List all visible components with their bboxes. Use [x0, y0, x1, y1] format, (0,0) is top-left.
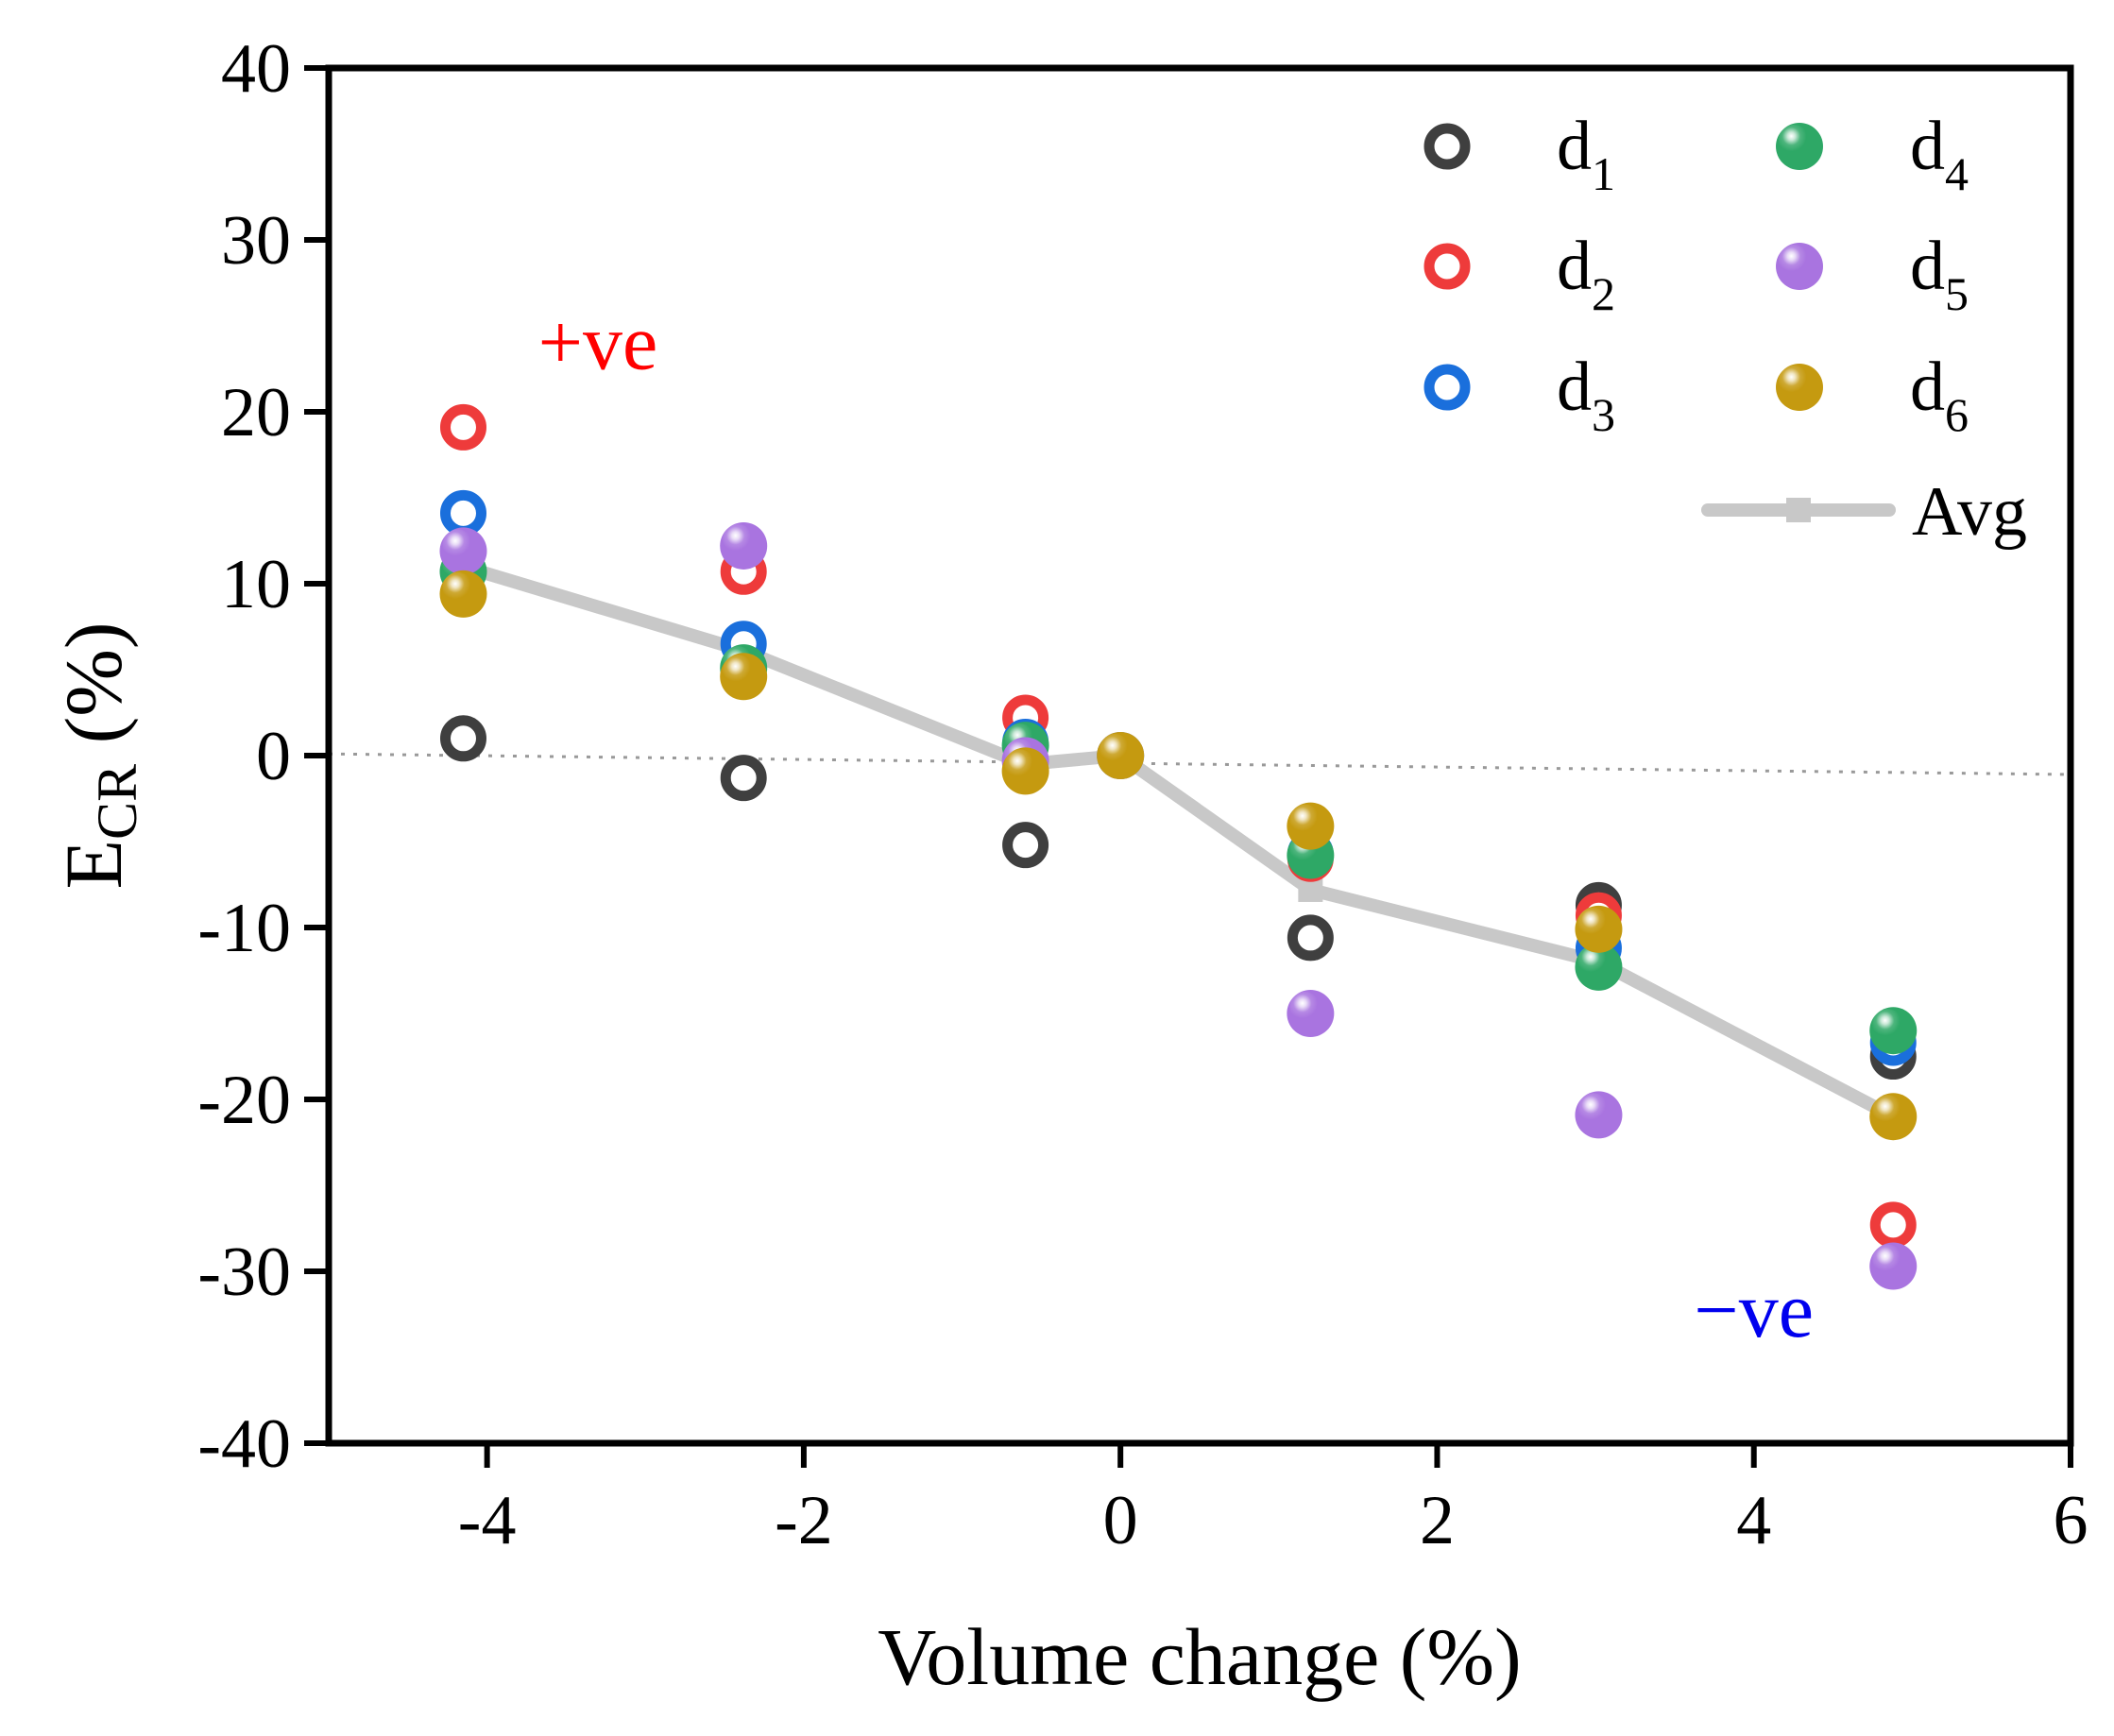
- annotation-positive: +ve: [538, 299, 658, 387]
- point-d6-sheen: [1100, 734, 1131, 764]
- y-axis-title-sub: CR: [86, 764, 148, 840]
- y-tick-label: 20: [221, 374, 291, 451]
- point-d1: [1287, 914, 1334, 962]
- y-axis-title-main: E: [48, 840, 139, 890]
- point-d5-sheen: [442, 529, 473, 560]
- x-tick-label: 6: [2054, 1482, 2088, 1559]
- y-tick-label: 0: [256, 718, 291, 795]
- point-d5: [439, 527, 487, 575]
- point-d4: [1869, 1007, 1918, 1055]
- point-d2-ring: [439, 403, 486, 451]
- legend-marker-d3: [1424, 364, 1471, 411]
- point-d6-sheen: [1289, 804, 1321, 835]
- point-d2: [439, 403, 486, 451]
- point-d2-ring: [1869, 1201, 1917, 1249]
- point-d5: [1869, 1242, 1918, 1290]
- y-axis-title-unit: (%): [48, 621, 139, 763]
- point-d2: [1869, 1201, 1917, 1249]
- point-d5: [1575, 1091, 1623, 1139]
- point-d4: [1575, 943, 1623, 991]
- y-tick-label: 40: [221, 30, 291, 108]
- legend-label-d6: d6: [1910, 349, 1969, 441]
- reference-line: [329, 752, 2071, 776]
- y-tick-label: -40: [197, 1405, 291, 1483]
- point-d6-sheen: [1872, 1095, 1903, 1126]
- point-d6-sheen: [1577, 907, 1609, 938]
- y-tick-label: 30: [221, 202, 291, 280]
- x-tick-label: -4: [458, 1482, 517, 1559]
- point-d6-sheen: [723, 655, 754, 686]
- point-d6-sheen: [442, 571, 473, 603]
- legend-marker-d4-sheen: [1779, 125, 1809, 155]
- point-d1-ring: [720, 755, 767, 802]
- y-tick-label: 10: [221, 546, 291, 623]
- point-d5-sheen: [1577, 1093, 1609, 1124]
- point-d6-sheen: [1004, 749, 1035, 780]
- avg-series-layer: [451, 553, 1906, 1130]
- point-d6: [1869, 1093, 1918, 1141]
- x-tick-label: 4: [1736, 1482, 1771, 1559]
- point-d6: [1287, 802, 1335, 850]
- legend-label-d3: d3: [1557, 349, 1615, 441]
- legend-marker-d6: [1776, 364, 1823, 411]
- legend-marker-d2-ring: [1424, 243, 1471, 290]
- legend-marker-d5-sheen: [1779, 245, 1809, 275]
- y-tick-label: -20: [197, 1062, 291, 1139]
- point-d3: [439, 489, 486, 536]
- legend-marker-d3-ring: [1424, 364, 1471, 411]
- x-axis: -4 -2 0 2 4 6: [458, 1443, 2088, 1559]
- y-tick-label: -10: [197, 890, 291, 967]
- y-axis: 40 30 20 10 0 -10 -20 -30 -40: [197, 30, 329, 1483]
- point-d5-sheen: [723, 523, 754, 554]
- legend-marker-d6-sheen: [1779, 366, 1809, 396]
- point-d1-ring: [1287, 914, 1334, 962]
- point-d5-sheen: [1289, 992, 1321, 1022]
- x-tick-label: 0: [1103, 1482, 1138, 1559]
- point-d6: [1575, 905, 1623, 953]
- point-d5: [1287, 990, 1335, 1037]
- point-d3-ring: [439, 489, 486, 536]
- point-d5-sheen: [1872, 1244, 1903, 1275]
- point-d1-ring: [1002, 822, 1049, 869]
- point-d4-sheen: [1872, 1009, 1903, 1040]
- legend-avg-marker: [1786, 498, 1811, 522]
- point-d4-sheen: [1577, 945, 1609, 976]
- point-d6: [720, 653, 768, 701]
- legend-marker-d4: [1776, 123, 1823, 170]
- avg-line: [456, 559, 1901, 1124]
- annotations: +ve −ve: [538, 299, 1814, 1355]
- x-tick-label: -2: [775, 1482, 833, 1559]
- legend-marker-d1: [1424, 123, 1471, 170]
- legend-label-avg: Avg: [1912, 473, 2027, 551]
- y-axis-title: ECR (%): [48, 621, 148, 889]
- point-d1-ring: [439, 715, 486, 762]
- points-layer: [439, 403, 1918, 1290]
- legend-marker-d1-ring: [1424, 123, 1471, 170]
- point-d1: [439, 715, 486, 762]
- point-d6: [1001, 747, 1049, 795]
- point-d6: [1097, 732, 1145, 779]
- legend-marker-d2: [1424, 243, 1471, 290]
- legend-label-d4: d4: [1910, 108, 1969, 200]
- legend-label-d1: d1: [1557, 108, 1615, 200]
- legend-marker-d5: [1776, 243, 1823, 290]
- point-d6: [439, 570, 487, 618]
- point-d1: [720, 755, 767, 802]
- x-tick-label: 2: [1420, 1482, 1455, 1559]
- legend-label-d5: d5: [1910, 228, 1969, 320]
- annotation-negative: −ve: [1694, 1267, 1814, 1354]
- legend-label-d2: d2: [1557, 228, 1615, 320]
- plot-area: [329, 752, 2071, 776]
- legend: d1 d2 d3 d4 d5 d6 Avg: [1424, 108, 2027, 551]
- point-d5: [720, 521, 768, 570]
- y-tick-label: -30: [197, 1234, 291, 1311]
- x-axis-title: Volume change (%): [878, 1611, 1521, 1702]
- point-d1: [1002, 822, 1049, 869]
